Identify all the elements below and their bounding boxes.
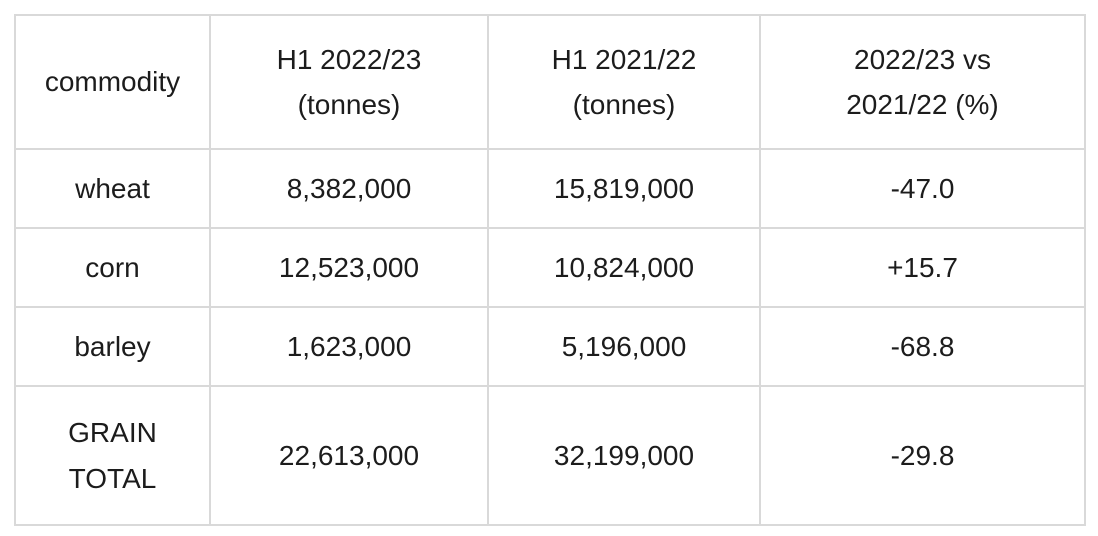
value-cell: 15,819,000 [487,148,761,229]
value-cell: 32,199,000 [487,385,761,526]
col-header-h1-2021-22: H1 2021/22 (tonnes) [487,14,761,150]
commodity-cell: wheat [14,148,211,229]
value-cell: 22,613,000 [209,385,489,526]
value-cell: 12,523,000 [209,227,489,308]
col-header-h1-2022-23: H1 2022/23 (tonnes) [209,14,489,150]
table-row-barley: barley 1,623,000 5,196,000 -68.8 [14,306,1086,387]
change-cell: -47.0 [759,148,1086,229]
col-header-change-pct: 2022/23 vs 2021/22 (%) [759,14,1086,150]
value-cell: 10,824,000 [487,227,761,308]
value-cell: 8,382,000 [209,148,489,229]
commodity-cell: corn [14,227,211,308]
table-row-wheat: wheat 8,382,000 15,819,000 -47.0 [14,148,1086,229]
commodity-table: commodity H1 2022/23 (tonnes) H1 2021/22… [14,14,1086,526]
commodity-cell: GRAIN TOTAL [14,385,211,526]
col-header-commodity: commodity [14,14,211,150]
value-cell: 5,196,000 [487,306,761,387]
change-cell: +15.7 [759,227,1086,308]
table-row-corn: corn 12,523,000 10,824,000 +15.7 [14,227,1086,308]
change-cell: -68.8 [759,306,1086,387]
commodity-cell: barley [14,306,211,387]
value-cell: 1,623,000 [209,306,489,387]
change-cell: -29.8 [759,385,1086,526]
header-row: commodity H1 2022/23 (tonnes) H1 2021/22… [14,14,1086,150]
table-row-grain-total: GRAIN TOTAL 22,613,000 32,199,000 -29.8 [14,385,1086,526]
